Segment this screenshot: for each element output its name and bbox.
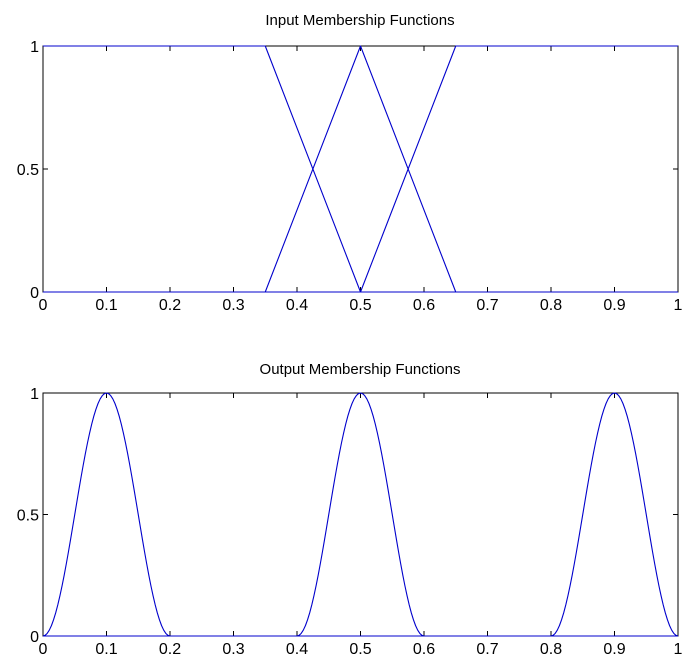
x-tick-label: 0.3 xyxy=(222,297,244,314)
input-membership-plot: Input Membership Functions 0 0.1 0.2 0.3 0.4… xyxy=(17,12,683,314)
y-tick-label: 0 xyxy=(30,285,39,302)
y-tick-label: 0.5 xyxy=(17,508,39,525)
x-tick-label: 0.7 xyxy=(476,641,498,658)
x-tick-label: 0.4 xyxy=(286,297,308,314)
x-tick-label: 0.7 xyxy=(476,297,498,314)
y-tick-label: 1 xyxy=(30,386,39,403)
series-line-2 xyxy=(43,392,678,637)
x-tick-label: 0.8 xyxy=(540,641,562,658)
y-tick-label: 1 xyxy=(30,39,39,56)
x-tick-label: 0 xyxy=(39,297,48,314)
chart-title: Output Membership Functions xyxy=(260,361,461,378)
series-line-3 xyxy=(43,45,678,293)
x-tick-label: 0.3 xyxy=(222,641,244,658)
x-tick-label: 0.1 xyxy=(95,297,117,314)
axes-frame xyxy=(42,45,679,293)
series-line-1 xyxy=(42,392,678,637)
x-tick-label: 1 xyxy=(674,297,683,314)
series-line-3 xyxy=(43,392,679,637)
x-tick-label: 0.6 xyxy=(413,641,435,658)
x-tick-label: 0 xyxy=(39,641,48,658)
series-line-1 xyxy=(43,45,678,293)
x-tick-label: 0.5 xyxy=(349,641,371,658)
x-tick-label: 0.8 xyxy=(540,297,562,314)
x-tick-label: 0.5 xyxy=(349,297,371,314)
y-tick-label: 0.5 xyxy=(17,162,39,179)
x-tick-label: 0.1 xyxy=(95,641,117,658)
x-tick-label: 0.6 xyxy=(413,297,435,314)
x-tick-label: 0.2 xyxy=(159,641,181,658)
x-tick-label: 0.4 xyxy=(286,641,308,658)
y-tick-label: 0 xyxy=(30,629,39,646)
series-line-2 xyxy=(43,45,678,293)
x-tick-label: 0.9 xyxy=(603,297,625,314)
x-tick-label: 0.2 xyxy=(159,297,181,314)
x-tick-label: 0.9 xyxy=(603,641,625,658)
x-tick-label: 1 xyxy=(674,641,683,658)
output-membership-plot: Output Membership Functions 0 0.1 0.2 0.3 0.… xyxy=(17,361,683,658)
chart-title: Input Membership Functions xyxy=(265,12,454,29)
